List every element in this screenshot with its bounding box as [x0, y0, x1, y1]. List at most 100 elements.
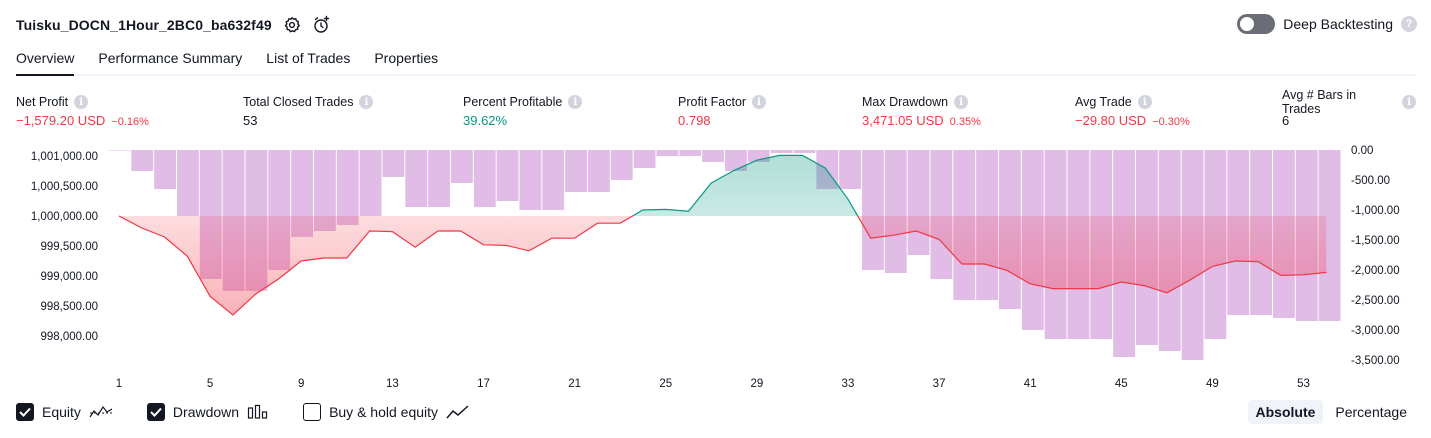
metric-avg-bars: Avg # Bars in Trades i 6 [1282, 88, 1416, 128]
deep-backtesting: Deep Backtesting ? [1237, 14, 1417, 34]
metric-label: Profit Factor [678, 95, 747, 109]
x-tick-label: 41 [1024, 378, 1037, 390]
equity-checkbox[interactable] [16, 403, 34, 421]
drawdown-bar [496, 150, 519, 201]
metric-label: Total Closed Trades [243, 95, 354, 109]
drawdown-bar [359, 150, 382, 216]
metric-sub: −0.16% [111, 116, 149, 128]
drawdown-bar [519, 150, 542, 210]
legend-drawdown-label: Drawdown [172, 404, 240, 420]
percentage-button[interactable]: Percentage [1335, 404, 1407, 420]
equity-loss-area [119, 216, 1327, 315]
x-tick-label: 13 [386, 378, 399, 390]
drawdown-bar [565, 150, 587, 192]
strategy-title: Tuisku_DOCN_1Hour_2BC0_ba632f49 [16, 17, 272, 33]
metric-sub: 0.35% [949, 116, 981, 128]
y-right-tick-label: -3,000.00 [1351, 325, 1400, 337]
drawdown-bar [679, 150, 702, 156]
x-tick-label: 21 [568, 378, 581, 390]
drawdown-bar [314, 150, 336, 231]
drawdown-bar [702, 150, 724, 162]
info-icon[interactable]: i [752, 95, 767, 109]
equity-line-gain [119, 154, 859, 216]
metric-label: Net Profit [16, 95, 69, 109]
drawdown-bar [451, 150, 473, 183]
legend-equity-label: Equity [42, 404, 81, 420]
drawdown-bar [610, 150, 633, 180]
drawdown-bar [405, 150, 428, 207]
drawdown-bar [291, 150, 313, 237]
chart-legend: Equity Drawdown Buy & hold equity [16, 403, 470, 421]
info-icon[interactable]: i [1402, 95, 1416, 109]
y-right-tick-label: 0.00 [1351, 145, 1373, 157]
drawdown-bar [725, 150, 747, 171]
y-right-tick-label: -3,500.00 [1351, 355, 1400, 367]
absolute-button[interactable]: Absolute [1247, 400, 1324, 424]
drawdown-bar [154, 150, 176, 189]
metric-value: −29.80 USD [1075, 113, 1147, 128]
bar-chart-icon [247, 404, 268, 419]
legend-buy-hold[interactable]: Buy & hold equity [303, 403, 470, 421]
info-icon[interactable]: i [568, 95, 583, 109]
metric-value: 6 [1282, 113, 1290, 128]
legend-drawdown[interactable]: Drawdown [146, 403, 269, 421]
metric-percent-profitable: Percent Profitable i 39.62% [463, 94, 583, 128]
equity-line-loss [118, 216, 1327, 316]
gear-icon[interactable] [282, 15, 302, 35]
y-right-tick-label: -500.00 [1351, 175, 1390, 187]
metric-profit-factor: Profit Factor i 0.798 [678, 94, 767, 128]
legend-equity[interactable]: Equity [16, 403, 113, 421]
drawdown-bar [862, 150, 884, 270]
metric-label: Avg # Bars in Trades [1282, 88, 1357, 116]
metric-label: Max Drawdown [862, 95, 949, 109]
y-axis-left: 1,001,000.00 1,000,500.00 1,000,000.00 999,… [31, 151, 98, 343]
y-right-tick-label: -1,000.00 [1351, 205, 1400, 217]
y-left-tick-label: 1,001,000.00 [31, 151, 98, 163]
buy-hold-checkbox[interactable] [303, 403, 322, 421]
drawdown-bar [473, 150, 496, 207]
drawdown-checkbox[interactable] [146, 403, 165, 421]
alarm-clock-plus-icon[interactable] [312, 15, 332, 35]
metric-value: 53 [243, 113, 258, 128]
drawdown-bar [336, 150, 359, 225]
y-left-tick-label: 998,500.00 [40, 301, 98, 313]
x-tick-label: 17 [477, 378, 490, 390]
info-icon[interactable]: i [954, 95, 969, 109]
equity-fill [119, 155, 1327, 315]
metrics-row: Net Profit i −1,579.20 USD −0.16% Total Cl… [16, 88, 1416, 134]
y-left-tick-label: 1,000,000.00 [31, 211, 98, 223]
equity-gain-area [119, 155, 1327, 216]
x-tick-label: 45 [1115, 378, 1128, 390]
y-right-tick-label: -1,500.00 [1351, 235, 1400, 247]
drawdown-bar [131, 150, 154, 171]
info-icon[interactable]: i [74, 95, 89, 109]
drawdown-bar [588, 150, 610, 192]
deep-backtesting-toggle[interactable] [1237, 14, 1276, 34]
x-axis: 1 5 9 13 17 21 25 29 33 37 41 45 49 53 [116, 378, 1310, 390]
y-right-tick-label: -2,000.00 [1351, 265, 1400, 277]
drawdown-bar [177, 150, 199, 216]
drawdown-bar [633, 150, 656, 168]
metric-net-profit: Net Profit i −1,579.20 USD −0.16% [16, 94, 149, 128]
tab-performance-summary[interactable]: Performance Summary [98, 50, 243, 66]
equity-drawdown-chart[interactable]: 1,001,000.00 1,000,500.00 1,000,000.00 999,… [0, 140, 1431, 395]
y-left-tick-label: 998,000.00 [40, 331, 98, 343]
info-icon[interactable]: i [1137, 95, 1152, 109]
y-right-tick-label: -2,500.00 [1351, 295, 1400, 307]
metric-total-closed-trades: Total Closed Trades i 53 [243, 94, 374, 128]
drawdown-bar [382, 150, 405, 177]
x-tick-label: 29 [750, 378, 763, 390]
metric-max-drawdown: Max Drawdown i 3,471.05 USD 0.35% [862, 94, 981, 128]
info-icon[interactable]: i [359, 95, 374, 109]
help-icon[interactable]: ? [1401, 16, 1417, 32]
strategy-header: Tuisku_DOCN_1Hour_2BC0_ba632f49 [16, 14, 332, 36]
drawdown-bar [839, 150, 861, 189]
metric-sub: −0.30% [1152, 116, 1190, 128]
drawdown-bar [428, 150, 450, 207]
tab-properties[interactable]: Properties [374, 50, 439, 66]
tab-overview[interactable]: Overview [16, 48, 75, 76]
x-tick-label: 1 [116, 378, 122, 390]
x-tick-label: 9 [298, 378, 304, 390]
tab-list-of-trades[interactable]: List of Trades [266, 50, 351, 66]
x-tick-label: 37 [933, 378, 946, 390]
